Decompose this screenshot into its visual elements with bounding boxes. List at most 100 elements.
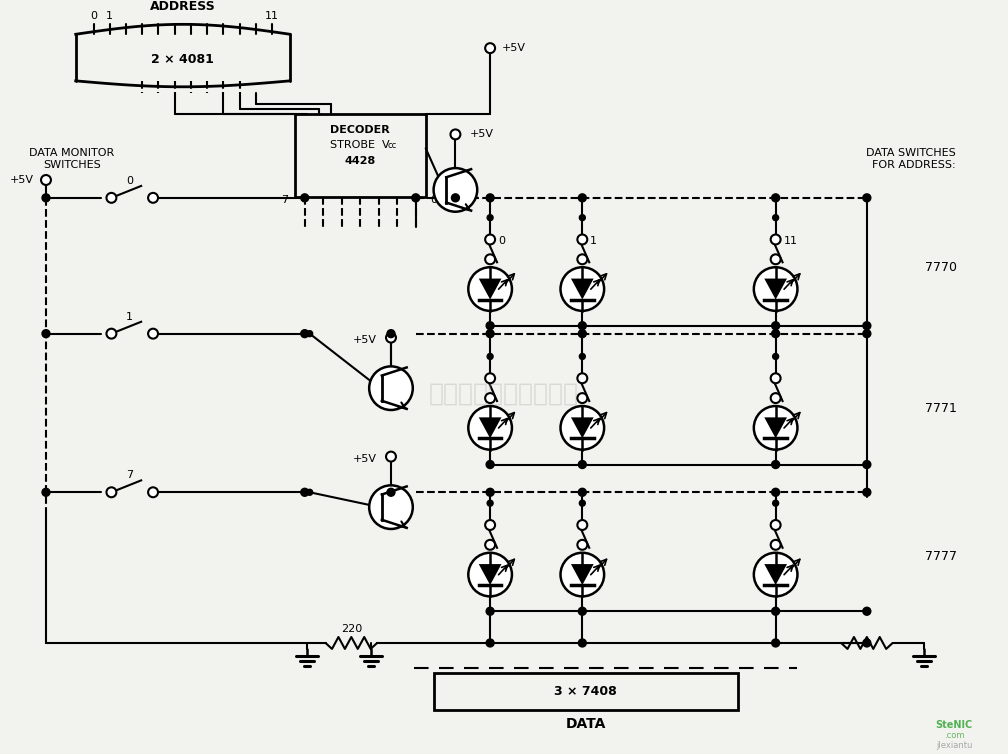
Text: 11: 11 xyxy=(783,237,797,247)
Text: 220: 220 xyxy=(341,624,362,634)
Circle shape xyxy=(369,486,413,529)
Bar xyxy=(294,114,425,197)
Text: +5V: +5V xyxy=(10,175,34,185)
Circle shape xyxy=(486,322,494,329)
Text: DATA MONITOR: DATA MONITOR xyxy=(29,149,114,158)
Text: 11: 11 xyxy=(265,11,279,21)
Circle shape xyxy=(469,553,512,596)
Circle shape xyxy=(773,354,778,360)
Circle shape xyxy=(560,553,604,596)
Circle shape xyxy=(578,254,588,264)
Text: +5V: +5V xyxy=(470,130,493,139)
Circle shape xyxy=(412,194,419,202)
Circle shape xyxy=(771,234,780,244)
Circle shape xyxy=(485,234,495,244)
Circle shape xyxy=(863,329,871,338)
Circle shape xyxy=(300,489,308,496)
Circle shape xyxy=(771,373,780,383)
Circle shape xyxy=(863,322,871,329)
Circle shape xyxy=(863,489,871,496)
Circle shape xyxy=(754,267,797,311)
Circle shape xyxy=(300,194,308,202)
Circle shape xyxy=(772,194,779,202)
Circle shape xyxy=(42,329,50,338)
Text: +5V: +5V xyxy=(502,43,526,53)
Polygon shape xyxy=(764,418,787,438)
Circle shape xyxy=(486,607,494,615)
Circle shape xyxy=(771,393,780,403)
Text: DATA: DATA xyxy=(565,717,606,731)
Circle shape xyxy=(485,393,495,403)
Bar xyxy=(433,673,738,710)
Circle shape xyxy=(578,540,588,550)
Text: jlexiantu: jlexiantu xyxy=(935,741,973,750)
Circle shape xyxy=(771,520,780,530)
Polygon shape xyxy=(479,278,501,299)
Polygon shape xyxy=(479,564,501,585)
Circle shape xyxy=(386,333,396,342)
Circle shape xyxy=(863,461,871,468)
Text: 3 × 7408: 3 × 7408 xyxy=(554,685,617,698)
Circle shape xyxy=(486,461,494,468)
Circle shape xyxy=(387,489,395,496)
Circle shape xyxy=(485,373,495,383)
Circle shape xyxy=(754,553,797,596)
Text: 1: 1 xyxy=(591,237,598,247)
Text: 2 × 4081: 2 × 4081 xyxy=(151,53,215,66)
Circle shape xyxy=(306,489,312,495)
Text: DECODER: DECODER xyxy=(331,125,390,136)
Text: SteNIC: SteNIC xyxy=(935,720,973,730)
Circle shape xyxy=(42,489,50,496)
Polygon shape xyxy=(571,564,594,585)
Circle shape xyxy=(772,607,779,615)
Circle shape xyxy=(772,322,779,329)
Circle shape xyxy=(107,329,116,339)
Text: SWITCHES: SWITCHES xyxy=(43,160,101,170)
Polygon shape xyxy=(764,564,787,585)
Circle shape xyxy=(485,540,495,550)
Circle shape xyxy=(772,489,779,496)
Circle shape xyxy=(148,193,158,203)
Circle shape xyxy=(487,215,493,221)
Circle shape xyxy=(560,406,604,449)
Text: 杭州将睽科技有限公司: 杭州将睽科技有限公司 xyxy=(429,381,579,405)
Polygon shape xyxy=(479,418,501,438)
Text: 1: 1 xyxy=(106,11,113,21)
Circle shape xyxy=(485,254,495,264)
Circle shape xyxy=(863,639,871,647)
Circle shape xyxy=(107,193,116,203)
Circle shape xyxy=(486,329,494,338)
Circle shape xyxy=(578,234,588,244)
Text: 0: 0 xyxy=(430,195,437,205)
Circle shape xyxy=(579,489,587,496)
Polygon shape xyxy=(571,418,594,438)
Text: cc: cc xyxy=(387,141,396,150)
Text: 4428: 4428 xyxy=(345,156,376,166)
Circle shape xyxy=(580,215,586,221)
Circle shape xyxy=(487,354,493,360)
Circle shape xyxy=(578,520,588,530)
Circle shape xyxy=(579,329,587,338)
Circle shape xyxy=(560,267,604,311)
Circle shape xyxy=(107,487,116,497)
Text: STROBE  V: STROBE V xyxy=(331,140,390,150)
Circle shape xyxy=(300,329,308,338)
Polygon shape xyxy=(764,278,787,299)
Text: 0: 0 xyxy=(90,11,97,21)
Text: +5V: +5V xyxy=(353,335,377,345)
Circle shape xyxy=(485,43,495,53)
Circle shape xyxy=(386,452,396,461)
Circle shape xyxy=(773,500,778,506)
Circle shape xyxy=(469,267,512,311)
Circle shape xyxy=(486,639,494,647)
Text: 7: 7 xyxy=(281,195,288,205)
Text: 0: 0 xyxy=(126,176,133,186)
Text: .com: .com xyxy=(943,731,965,740)
Circle shape xyxy=(772,461,779,468)
Text: 0: 0 xyxy=(498,237,505,247)
Circle shape xyxy=(487,500,493,506)
Text: 7: 7 xyxy=(126,470,133,480)
Text: ADDRESS: ADDRESS xyxy=(150,0,216,13)
Circle shape xyxy=(469,406,512,449)
Circle shape xyxy=(771,254,780,264)
